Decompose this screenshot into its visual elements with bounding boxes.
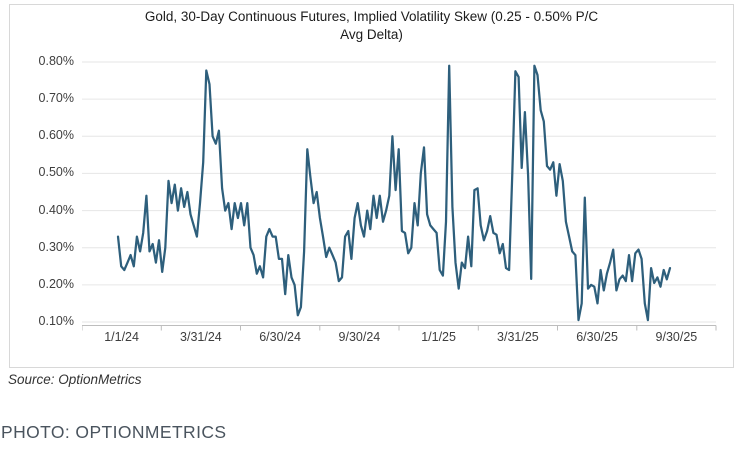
x-tick-label: 3/31/24	[180, 330, 222, 344]
y-tick-label: 0.10%	[38, 314, 74, 328]
y-tick-label: 0.80%	[38, 54, 74, 68]
x-tick-label: 1/1/24	[104, 330, 139, 344]
x-axis-labels: 1/1/24 3/31/24 6/30/24 9/30/24 1/1/25 3/31/25…	[82, 330, 717, 348]
y-axis-labels: 0.80% 0.70% 0.60% 0.50% 0.40% 0.30% 0.20% 0.10%	[18, 0, 74, 340]
y-tick-label: 0.50%	[38, 165, 74, 180]
x-tick-label: 3/31/25	[497, 330, 539, 344]
source-label: Source: OptionMetrics	[8, 372, 142, 387]
series-line	[116, 64, 672, 322]
chart-card	[9, 4, 734, 368]
plot-svg	[82, 61, 717, 331]
x-tick-label: 1/1/25	[421, 330, 456, 344]
x-tick-label: 9/30/25	[655, 330, 698, 344]
x-tick-label: 6/30/25	[576, 330, 618, 344]
y-tick-label: 0.40%	[38, 202, 74, 217]
y-tick-label: 0.70%	[38, 91, 74, 106]
x-tick-label: 6/30/24	[259, 330, 301, 344]
y-tick-label: 0.30%	[38, 239, 74, 254]
y-tick-label: 0.60%	[38, 128, 74, 143]
photo-credit: PHOTO: OPTIONMETRICS	[1, 422, 227, 442]
x-tick-label: 9/30/24	[338, 330, 381, 344]
chart-title: Gold, 30-Day Continuous Futures, Implied…	[9, 8, 734, 44]
chart-title-line1: Gold, 30-Day Continuous Futures, Implied…	[144, 9, 599, 24]
y-tick-label: 0.20%	[38, 276, 74, 291]
chart-title-line2: Avg Delta)	[340, 27, 403, 42]
